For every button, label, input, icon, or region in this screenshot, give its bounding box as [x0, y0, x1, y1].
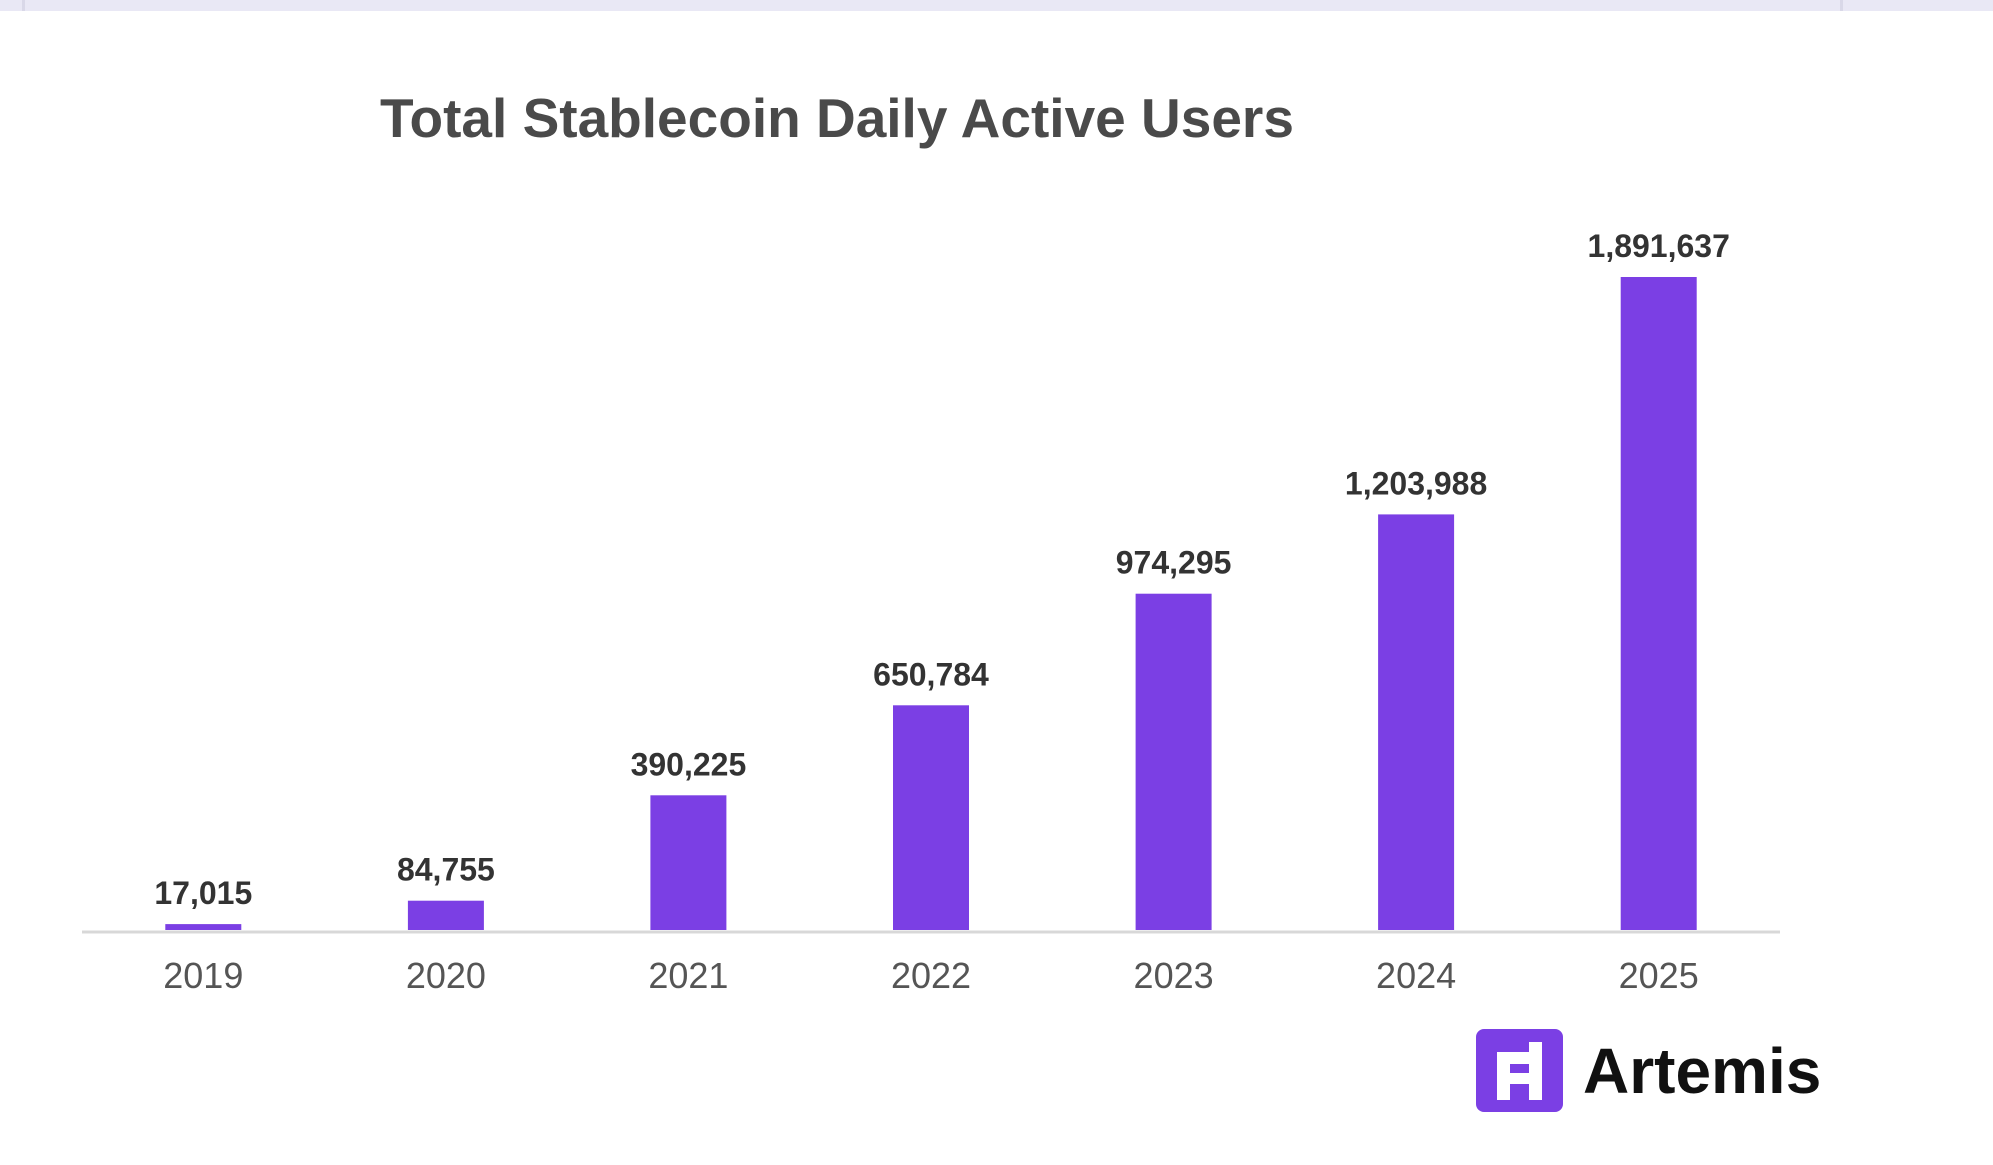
- x-tick-label-2020: 2020: [406, 955, 486, 996]
- data-labels: 17,015 84,755 390,225 650,784 974,295 1,203,9…: [154, 228, 1730, 911]
- bar-2023: [1135, 593, 1212, 930]
- x-tick-label-2023: 2023: [1134, 955, 1214, 996]
- x-tick-label-2019: 2019: [163, 955, 243, 996]
- logo-glyph-right: [1529, 1042, 1542, 1100]
- x-tick-label-2025: 2025: [1619, 955, 1699, 996]
- brand-name: Artemis: [1583, 1035, 1821, 1107]
- bar-2020: [407, 900, 484, 930]
- artemis-logo: Artemis: [1476, 1029, 1821, 1112]
- strip-divider: [1840, 0, 1843, 11]
- chart-title: Total Stablecoin Daily Active Users: [380, 87, 1294, 149]
- x-tick-label-2021: 2021: [648, 955, 728, 996]
- top-window-strip: [0, 0, 1993, 11]
- x-axis-tick-labels: 2019 2020 2021 2022 2023 2024 2025: [163, 955, 1698, 996]
- artemis-logo-icon: [1476, 1029, 1563, 1112]
- logo-glyph-top: [1497, 1052, 1542, 1064]
- bar-2019: [165, 924, 242, 930]
- bar-2024: [1378, 514, 1455, 930]
- x-tick-label-2024: 2024: [1376, 955, 1456, 996]
- value-label-2023: 974,295: [1116, 545, 1232, 581]
- strip-divider: [22, 0, 25, 11]
- value-label-2022: 650,784: [873, 656, 989, 692]
- value-label-2024: 1,203,988: [1345, 465, 1487, 501]
- bar-series: [165, 277, 1697, 930]
- logo-glyph-middle: [1497, 1073, 1542, 1084]
- bar-2022: [893, 705, 969, 930]
- bar-2025: [1620, 277, 1697, 930]
- bar-2021: [650, 795, 727, 930]
- x-tick-label-2022: 2022: [891, 955, 971, 996]
- value-label-2025: 1,891,637: [1588, 228, 1730, 264]
- value-label-2021: 390,225: [631, 746, 747, 782]
- value-label-2019: 17,015: [154, 875, 252, 911]
- value-label-2020: 84,755: [397, 852, 495, 888]
- logo-icon-tile: [1476, 1029, 1563, 1112]
